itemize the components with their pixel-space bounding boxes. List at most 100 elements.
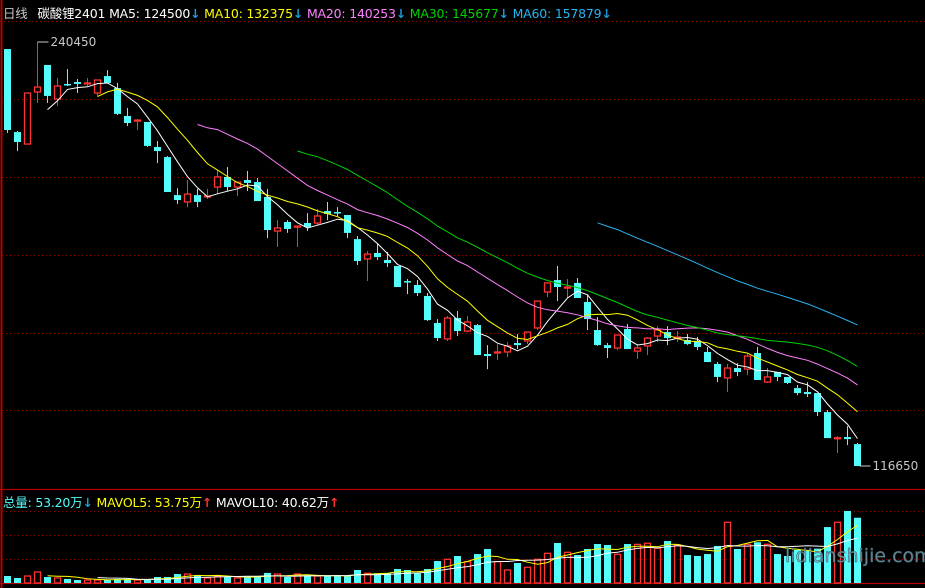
volume-bar-down	[474, 554, 481, 583]
candle-body-up	[463, 321, 472, 332]
candle-body-down	[584, 301, 591, 320]
candle-body-up	[33, 86, 42, 93]
volume-bar-down	[664, 541, 671, 583]
candle-body-down	[484, 354, 491, 357]
candle-body-up	[363, 253, 372, 260]
volume-bar-down	[694, 556, 701, 583]
volume-bar-down	[354, 569, 361, 583]
candle-body-up	[763, 376, 772, 383]
ma60-trend-arrow-icon: ↓	[601, 6, 612, 21]
volume-bar-up	[463, 561, 472, 584]
candle-body-down	[144, 121, 151, 146]
volume-bar-down	[4, 576, 11, 583]
candle	[104, 70, 111, 83]
candle	[763, 368, 772, 383]
candle-body-up	[93, 79, 102, 94]
period-label[interactable]: 日线	[3, 6, 28, 21]
volume-bar-up	[23, 575, 32, 584]
candle	[53, 77, 62, 107]
volume-bar-down	[114, 578, 121, 583]
candle-body-down	[514, 343, 521, 346]
candle-body-up	[443, 317, 452, 340]
volume-bar-up	[523, 566, 532, 584]
volume-bar-up	[763, 543, 772, 584]
min-price-label: 116650	[873, 459, 919, 473]
candle-body-up	[53, 85, 62, 100]
volume-bars-layer	[4, 510, 861, 584]
candle	[273, 220, 282, 247]
candle-body-down	[434, 323, 441, 339]
volume-bar-down	[14, 577, 21, 583]
candle	[224, 167, 231, 191]
volume-bar-down	[554, 543, 561, 583]
volume-bar-down	[154, 576, 161, 583]
candle-body-down	[74, 82, 81, 84]
candle-body-down	[574, 282, 581, 299]
candle	[213, 170, 222, 195]
volume-bar-down	[224, 576, 231, 583]
candle-body-up	[493, 351, 502, 354]
candle	[443, 315, 452, 341]
volume-bar-up	[93, 579, 102, 584]
candle-body-down	[414, 284, 421, 294]
candle	[44, 64, 51, 103]
volume-bar-up	[833, 521, 842, 584]
volume-bar-down	[754, 542, 761, 583]
volume-bar-down	[844, 510, 851, 583]
candle	[613, 334, 622, 351]
candle	[354, 236, 361, 265]
candle	[14, 131, 21, 152]
candle-body-down	[404, 281, 411, 283]
volume-bar-down	[714, 545, 721, 583]
candle	[404, 279, 411, 295]
candle	[814, 393, 821, 416]
volume-bar-down	[854, 517, 861, 583]
volume-bar-up	[743, 543, 752, 584]
ma10-trend-arrow-icon: ↓	[292, 6, 304, 21]
volume-bar-up	[273, 573, 282, 584]
candle	[23, 92, 32, 145]
candle-body-down	[774, 371, 781, 377]
volume-bar-down	[394, 569, 401, 583]
volume-bar-down	[404, 569, 411, 583]
candle	[74, 78, 81, 94]
volume-bar-down	[774, 554, 781, 583]
candle	[4, 49, 11, 133]
candle	[154, 140, 161, 164]
volume-bar-down	[794, 549, 801, 583]
candle	[743, 352, 752, 376]
volume-bar-up	[643, 542, 652, 584]
candle	[164, 156, 171, 193]
candle-body-up	[633, 347, 642, 352]
volume-bar-down	[424, 569, 431, 583]
candle	[124, 107, 131, 127]
candle	[254, 177, 261, 202]
candle	[484, 345, 491, 370]
candle	[424, 293, 431, 321]
volume-bar-down	[484, 549, 491, 583]
volume-bar-down	[374, 573, 381, 583]
volume-bar-down	[684, 555, 691, 583]
volume-bar-up	[543, 552, 552, 584]
volume-bar-down	[164, 576, 171, 583]
candle	[714, 362, 721, 383]
chart-header: 日线 碳酸锂2401 MA5: 124500↓ MA10: 132375↓ MA…	[3, 3, 612, 22]
candle	[533, 300, 542, 331]
max-price-label: 240450	[51, 35, 97, 49]
candles-layer	[4, 42, 861, 466]
ma5-line	[47, 82, 858, 439]
candle-body-down	[424, 295, 431, 321]
ma5-value: MA5: 124500	[109, 6, 191, 21]
candle	[144, 121, 151, 147]
candle	[454, 311, 461, 337]
volume-bar-down	[604, 544, 611, 583]
candle	[33, 42, 42, 103]
candle-body-down	[704, 351, 711, 363]
candle-body-down	[844, 437, 851, 440]
volume-bar-down	[44, 576, 51, 583]
ma20-line	[197, 124, 858, 386]
volume-bar-up	[723, 521, 732, 584]
candle-body-up	[273, 227, 282, 232]
volume-bar-up	[53, 577, 62, 584]
